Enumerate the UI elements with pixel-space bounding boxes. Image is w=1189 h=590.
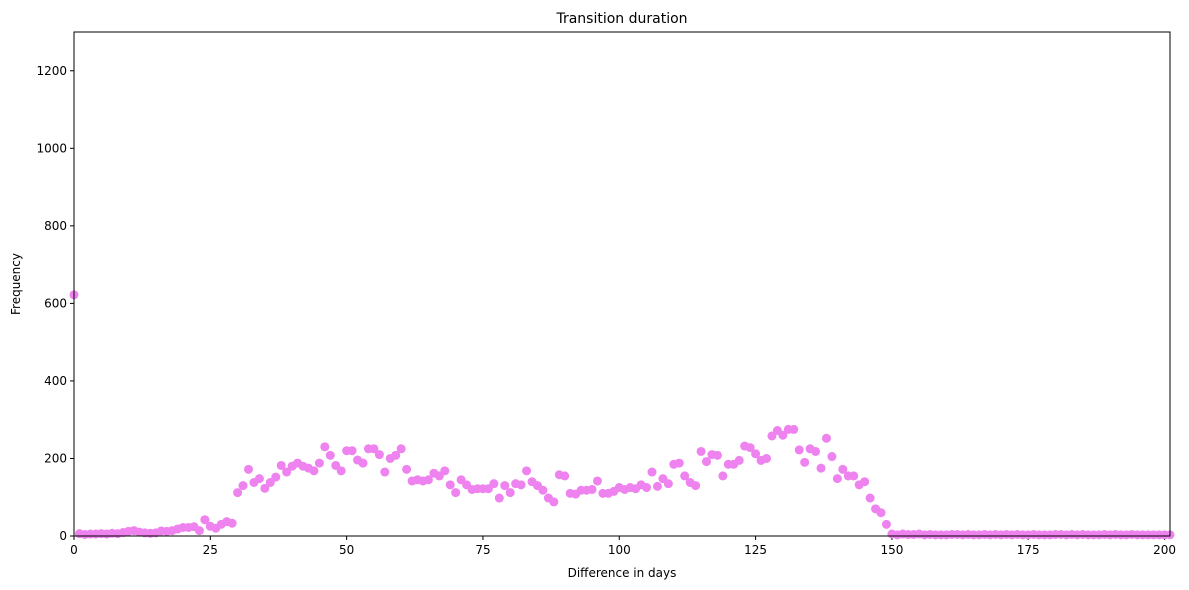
- data-point: [445, 480, 455, 490]
- x-tick-label: 0: [70, 543, 78, 557]
- data-point: [243, 464, 253, 474]
- x-tick-label: 100: [608, 543, 631, 557]
- data-point: [500, 481, 510, 491]
- data-point: [282, 467, 292, 477]
- y-tick-label: 800: [44, 219, 67, 233]
- data-point: [374, 450, 384, 460]
- data-point: [325, 450, 335, 460]
- data-point: [440, 466, 450, 476]
- data-point: [200, 515, 210, 525]
- data-point: [663, 479, 673, 489]
- data-point: [680, 471, 690, 481]
- plot-frame: [73, 31, 1171, 537]
- y-axis-ticks: 0 200 400 600 800 1000 1200: [36, 64, 74, 543]
- data-point: [423, 475, 433, 485]
- data-point: [233, 488, 243, 498]
- y-tick-label: 400: [44, 374, 67, 388]
- x-tick-label: 200: [1153, 543, 1176, 557]
- data-point: [309, 466, 319, 476]
- data-point: [778, 430, 788, 440]
- data-point: [674, 458, 684, 468]
- data-point: [402, 464, 412, 474]
- data-point: [761, 453, 771, 463]
- data-point: [320, 442, 330, 452]
- data-point: [789, 424, 799, 434]
- data-point: [702, 457, 712, 467]
- data-point: [505, 488, 515, 498]
- data-point: [516, 480, 526, 490]
- data-point: [718, 471, 728, 481]
- data-point: [331, 460, 341, 470]
- data-point: [358, 458, 368, 468]
- data-point: [827, 452, 837, 462]
- data-point: [522, 466, 532, 476]
- data-point: [821, 433, 831, 443]
- data-point: [451, 488, 461, 498]
- data-point: [860, 477, 870, 487]
- y-axis-label: Frequency: [9, 253, 23, 315]
- data-point: [838, 464, 848, 474]
- data-point: [238, 481, 248, 491]
- x-tick-label: 25: [203, 543, 218, 557]
- data-point: [369, 444, 379, 454]
- data-point: [712, 450, 722, 460]
- x-axis-ticks: 0 25 50 75 100 125 150 175 200: [70, 536, 1176, 557]
- data-point: [876, 508, 886, 518]
- data-point: [849, 471, 859, 481]
- data-point: [380, 467, 390, 477]
- data-point: [560, 471, 570, 481]
- data-point: [549, 497, 559, 507]
- data-point: [254, 474, 264, 484]
- chart-title: Transition duration: [555, 11, 687, 27]
- data-point: [587, 484, 597, 494]
- data-points: [69, 290, 1175, 540]
- data-point: [832, 474, 842, 484]
- data-point: [314, 458, 324, 468]
- data-point: [489, 479, 499, 489]
- data-point: [347, 446, 357, 456]
- data-point: [276, 460, 286, 470]
- data-point: [227, 518, 237, 528]
- x-axis-label: Difference in days: [568, 566, 677, 580]
- data-point: [734, 455, 744, 465]
- x-tick-label: 150: [880, 543, 903, 557]
- data-point: [391, 450, 401, 460]
- data-point: [194, 526, 204, 536]
- data-point: [881, 519, 891, 529]
- data-point: [538, 485, 548, 495]
- y-tick-label: 0: [59, 529, 67, 543]
- y-tick-label: 200: [44, 451, 67, 465]
- x-tick-label: 75: [475, 543, 490, 557]
- x-tick-label: 175: [1017, 543, 1040, 557]
- data-point: [751, 449, 761, 459]
- data-point: [811, 446, 821, 456]
- data-point: [271, 472, 281, 482]
- data-point: [865, 493, 875, 503]
- y-tick-label: 1200: [36, 64, 67, 78]
- data-point: [816, 463, 826, 473]
- y-tick-label: 1000: [36, 141, 67, 155]
- data-point: [652, 481, 662, 491]
- data-point: [647, 467, 657, 477]
- x-tick-label: 50: [339, 543, 354, 557]
- data-point: [745, 443, 755, 453]
- data-point: [260, 483, 270, 493]
- x-tick-label: 125: [744, 543, 767, 557]
- data-point: [592, 476, 602, 486]
- data-point: [794, 445, 804, 455]
- data-point: [642, 483, 652, 493]
- data-point: [691, 481, 701, 491]
- y-tick-label: 600: [44, 296, 67, 310]
- data-point: [494, 493, 504, 503]
- data-point: [800, 457, 810, 467]
- data-point: [336, 466, 346, 476]
- data-point: [265, 477, 275, 487]
- data-point: [696, 446, 706, 456]
- data-point: [767, 431, 777, 441]
- data-point: [396, 444, 406, 454]
